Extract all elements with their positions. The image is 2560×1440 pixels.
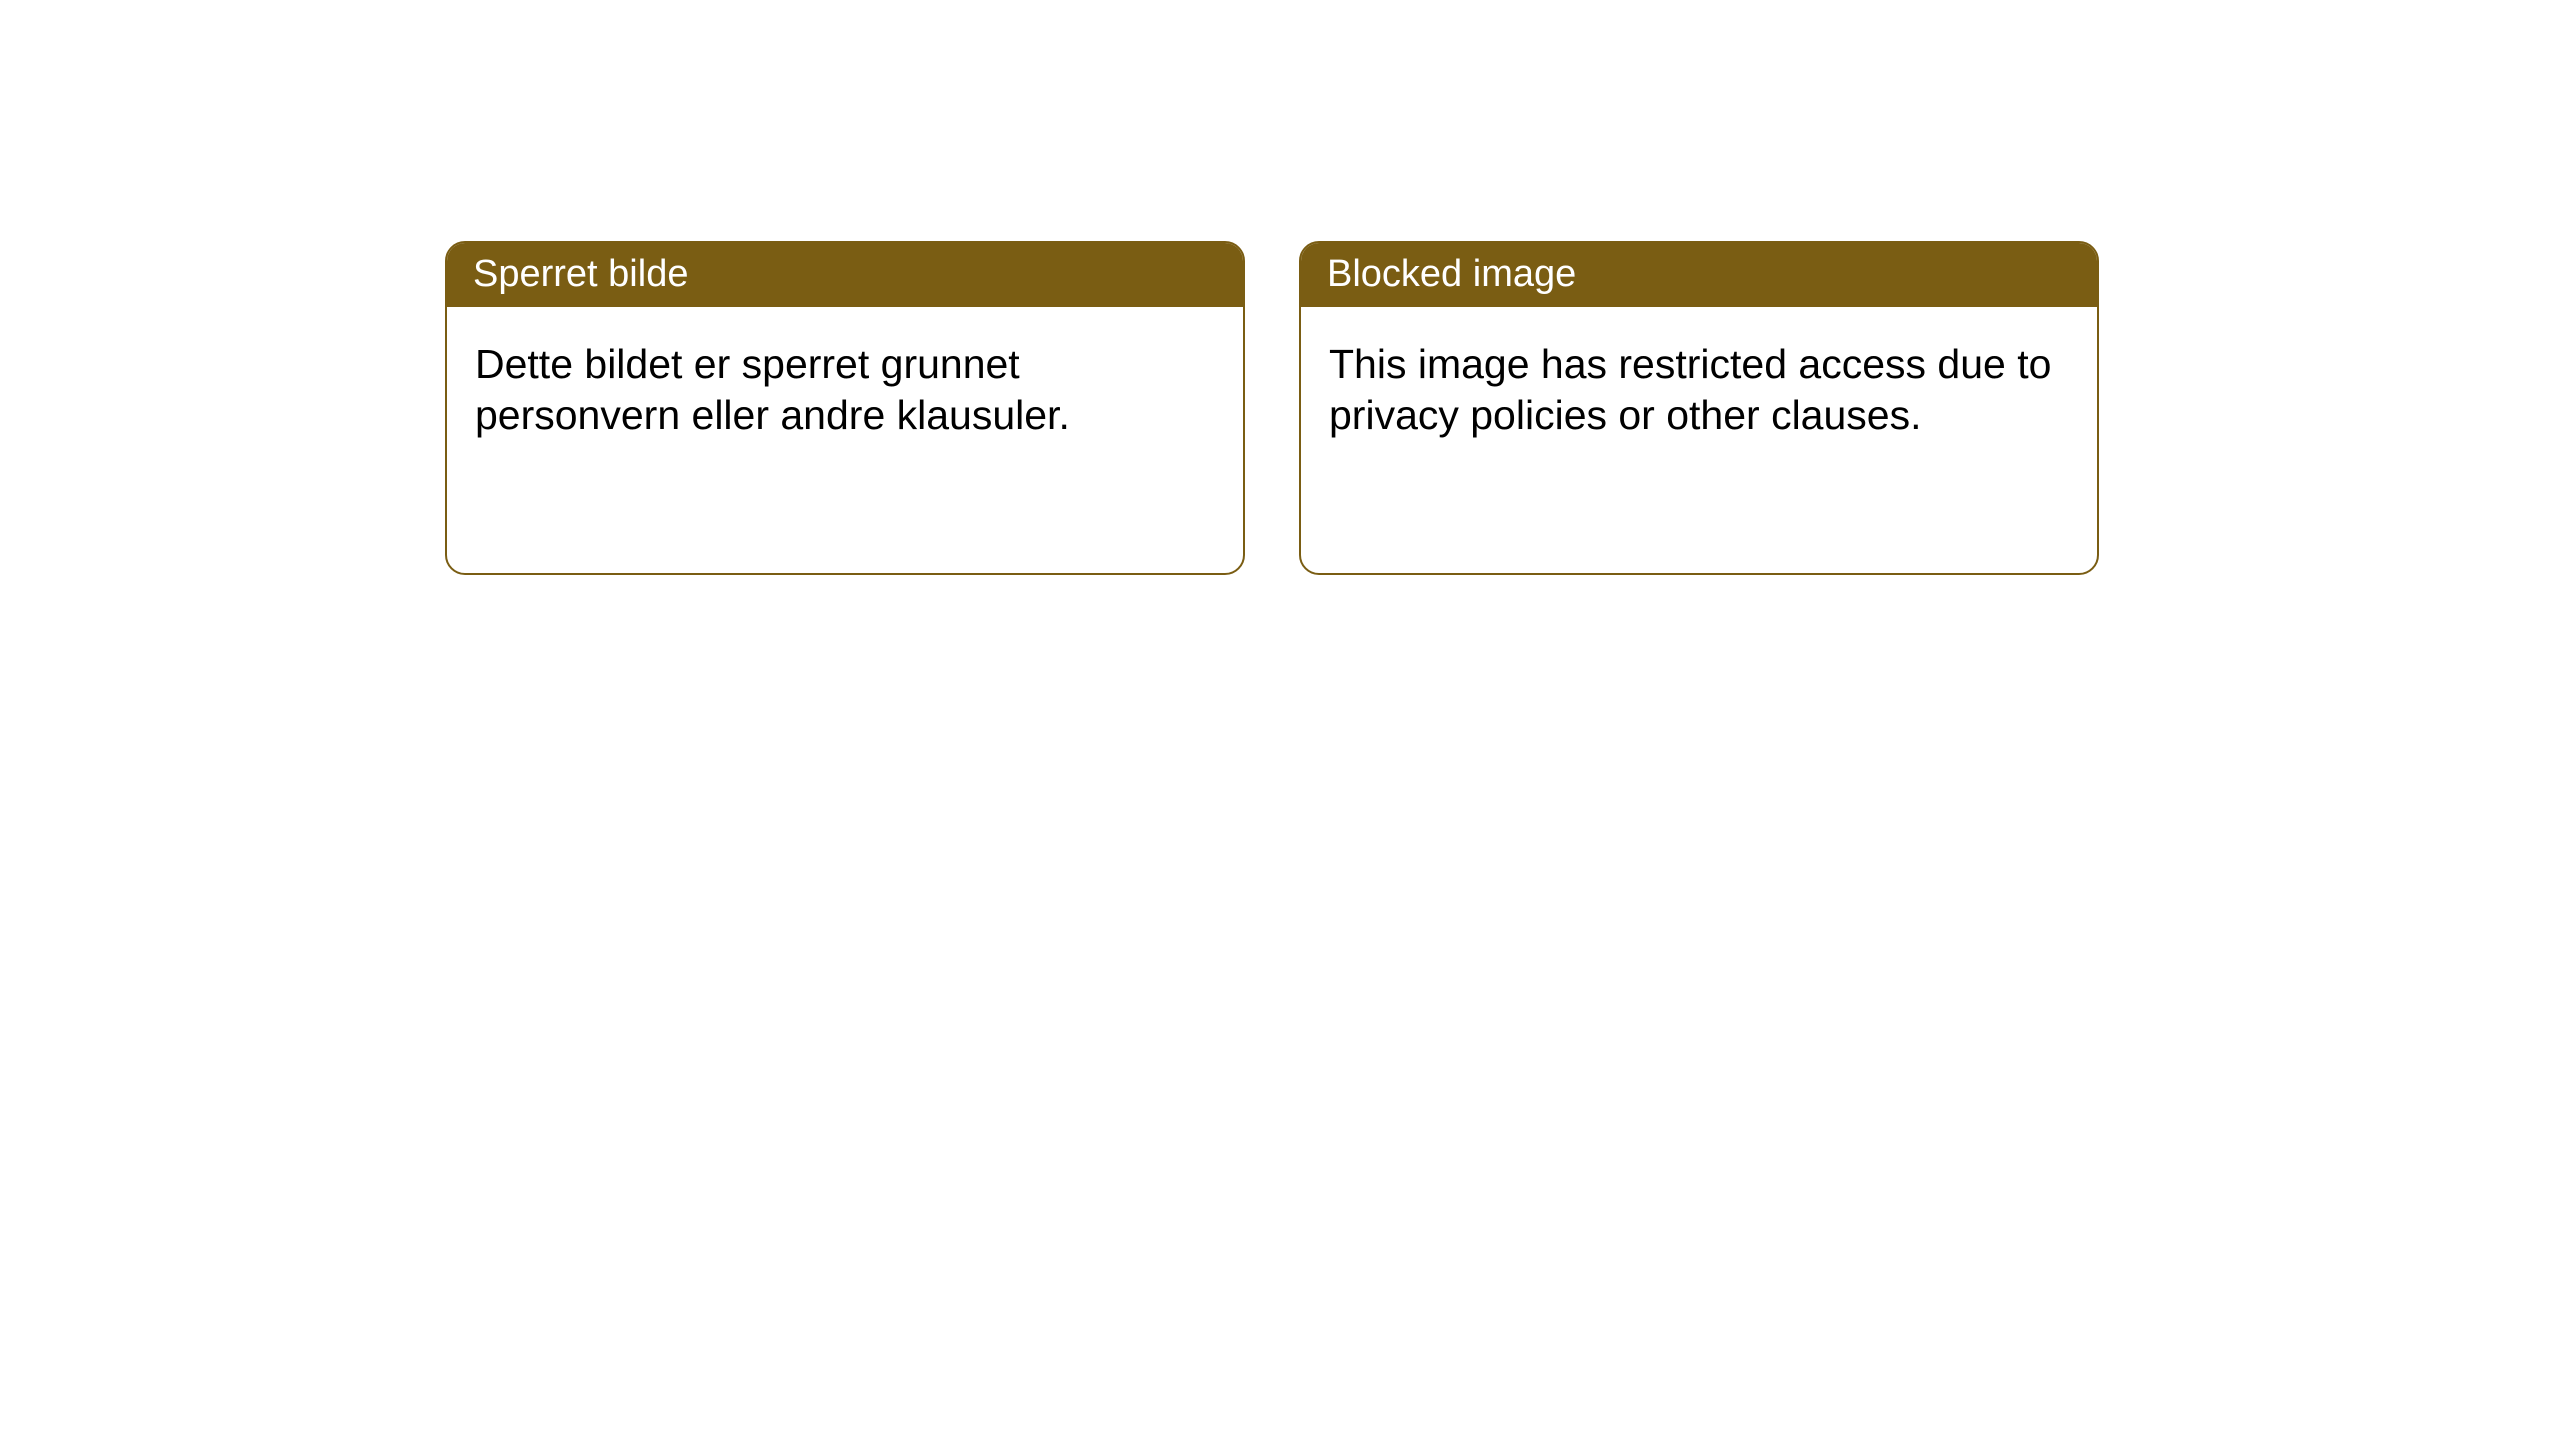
notice-card-english: Blocked image This image has restricted … [1299, 241, 2099, 575]
notice-header-english: Blocked image [1301, 243, 2097, 307]
notice-header-norwegian: Sperret bilde [447, 243, 1243, 307]
notice-body-english: This image has restricted access due to … [1301, 307, 2097, 474]
notice-body-norwegian: Dette bildet er sperret grunnet personve… [447, 307, 1243, 474]
notice-card-norwegian: Sperret bilde Dette bildet er sperret gr… [445, 241, 1245, 575]
notices-container: Sperret bilde Dette bildet er sperret gr… [445, 241, 2099, 575]
